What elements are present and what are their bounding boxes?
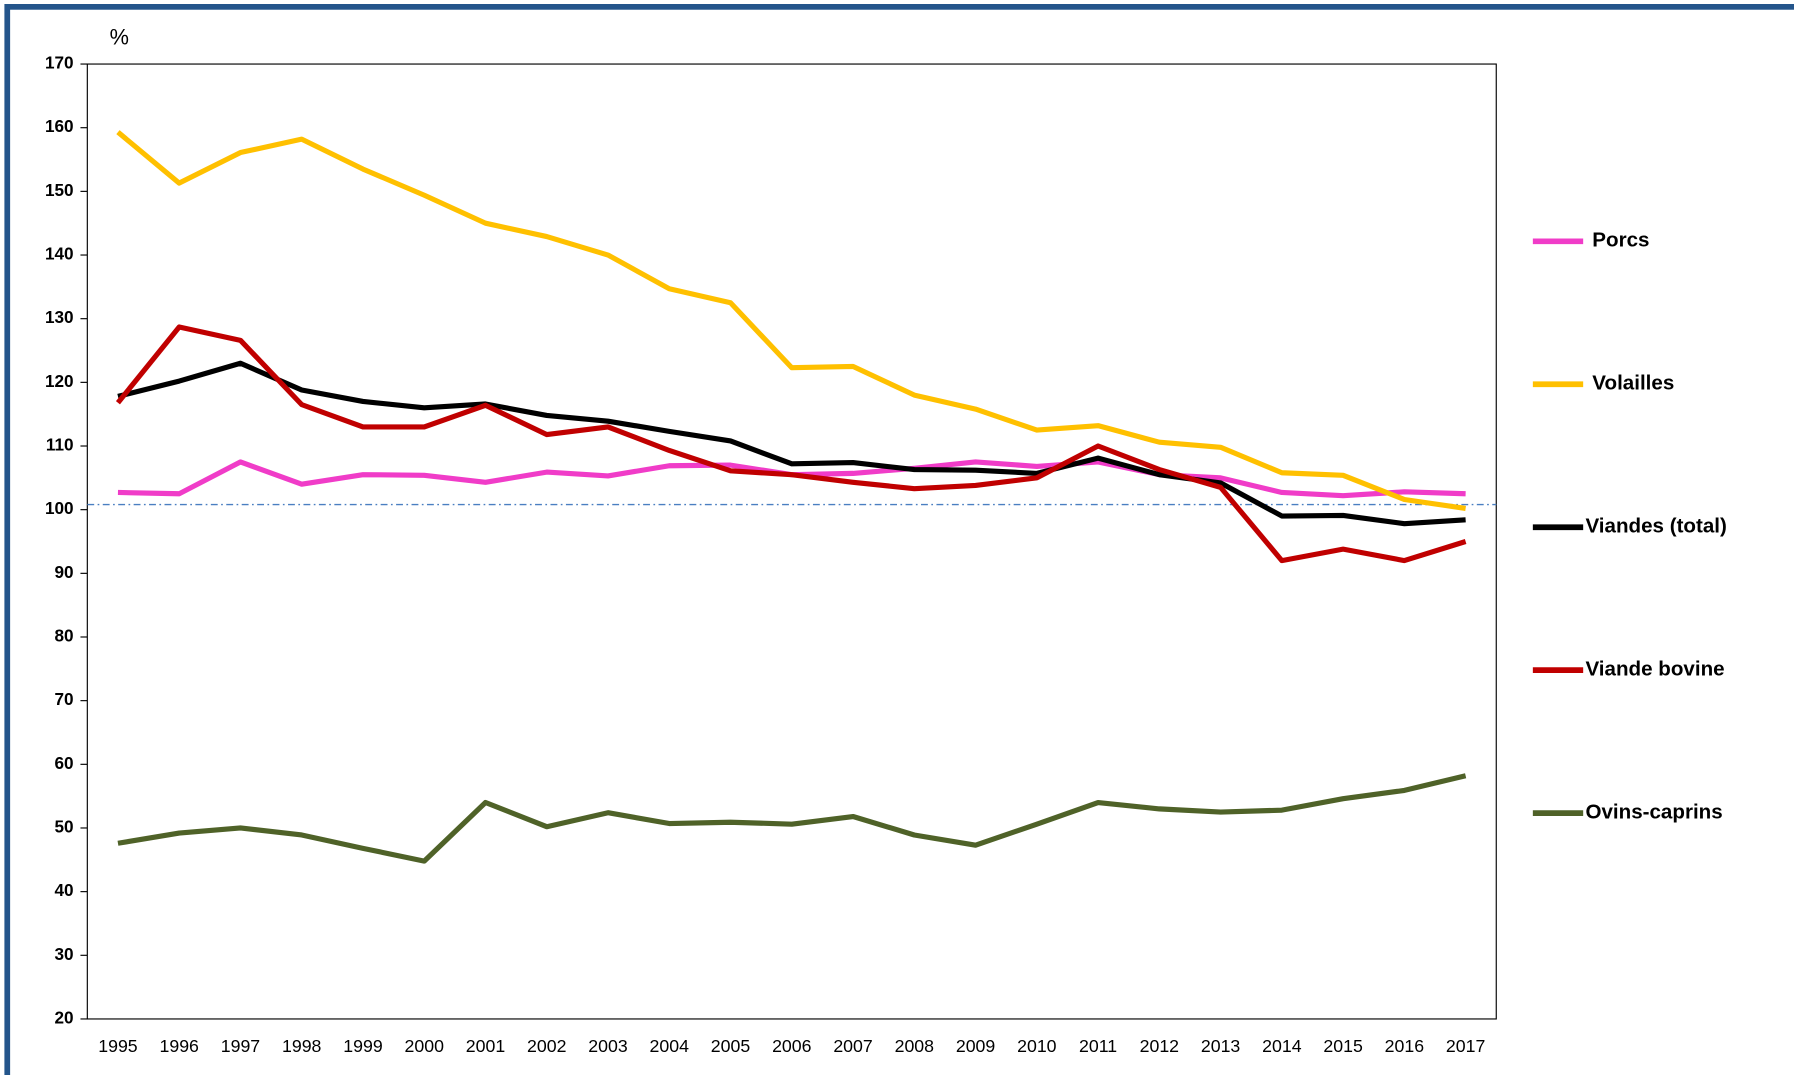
- y-tick-label: 120: [45, 371, 74, 391]
- y-tick-label: 100: [45, 498, 74, 518]
- y-tick-label: 110: [46, 435, 74, 455]
- frame: [4, 4, 1794, 1075]
- x-tick-label: 1999: [343, 1036, 383, 1056]
- x-tick-label: 2011: [1079, 1036, 1117, 1056]
- plot-area: [86, 63, 1497, 1020]
- y-tick-label: 40: [55, 880, 74, 900]
- y-tick-label: 90: [55, 562, 74, 582]
- y-tick-label: 60: [55, 753, 74, 773]
- x-tick-label: 2002: [527, 1036, 566, 1056]
- legend-label: Viande bovine: [1585, 658, 1724, 681]
- x-tick-label: 2010: [1017, 1036, 1057, 1056]
- legend-label: Porcs: [1592, 229, 1649, 252]
- x-tick-label: 1995: [98, 1036, 138, 1056]
- x-tick-label: 2014: [1262, 1036, 1302, 1056]
- x-tick-label: 2003: [588, 1036, 628, 1056]
- y-tick-label: 170: [45, 53, 74, 73]
- x-tick-label: 1998: [282, 1036, 322, 1056]
- x-tick-label: 2006: [772, 1036, 812, 1056]
- x-tick-label: 2000: [405, 1036, 445, 1056]
- x-tick-label: 1996: [159, 1036, 199, 1056]
- series-line: [115, 324, 1467, 564]
- y-tick-label: 30: [55, 944, 74, 964]
- y-tick-label: 80: [55, 626, 74, 646]
- legend-label: Viandes (total): [1585, 515, 1726, 538]
- y-tick-label: 50: [55, 817, 74, 837]
- x-tick-label: 2007: [833, 1036, 872, 1056]
- y-tick-label: 130: [45, 307, 74, 327]
- series-line: [117, 773, 1467, 864]
- x-tick-label: 2016: [1385, 1036, 1425, 1056]
- x-tick-label: 2015: [1323, 1036, 1363, 1056]
- x-tick-label: 2013: [1201, 1036, 1241, 1056]
- x-tick-label: 1997: [221, 1036, 260, 1056]
- x-tick-label: 2009: [956, 1036, 996, 1056]
- legend-label: Volailles: [1592, 372, 1674, 395]
- y-axis-label: %: [110, 25, 129, 50]
- x-tick-label: 2017: [1446, 1036, 1485, 1056]
- y-tick-label: 150: [45, 180, 74, 200]
- series-line: [116, 130, 1466, 511]
- legend-label: Ovins-caprins: [1585, 801, 1722, 824]
- y-tick-label: 20: [55, 1007, 74, 1027]
- x-tick-label: 2004: [650, 1036, 690, 1056]
- x-tick-label: 2012: [1140, 1036, 1179, 1056]
- x-tick-label: 2008: [895, 1036, 935, 1056]
- x-tick-label: 2001: [466, 1036, 505, 1056]
- y-tick-label: 70: [55, 689, 74, 709]
- y-tick-label: 140: [45, 244, 74, 264]
- y-tick-label: 160: [45, 116, 74, 136]
- x-tick-label: 2005: [711, 1036, 751, 1056]
- series-line: [117, 360, 1466, 527]
